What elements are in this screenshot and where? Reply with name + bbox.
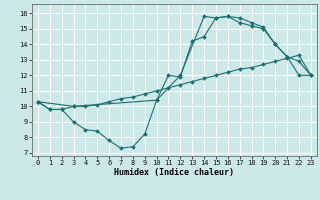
X-axis label: Humidex (Indice chaleur): Humidex (Indice chaleur) bbox=[115, 168, 234, 177]
